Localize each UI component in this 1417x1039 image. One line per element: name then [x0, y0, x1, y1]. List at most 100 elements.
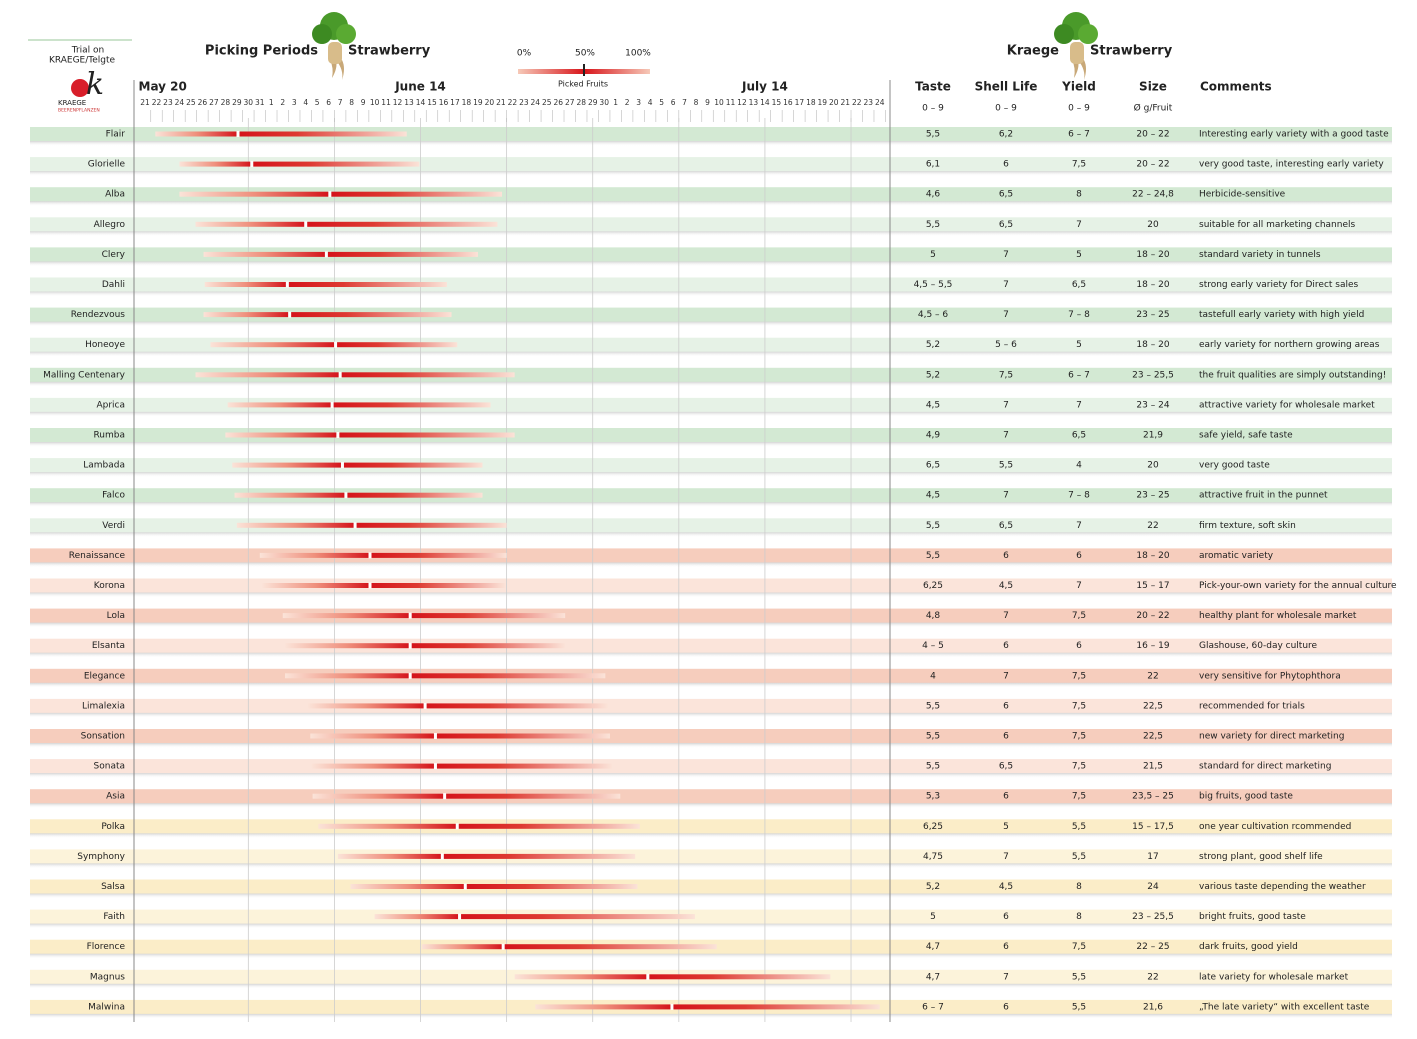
cell-shell-life: 7	[1003, 431, 1009, 441]
column-header: Shell Life	[975, 80, 1038, 94]
variety-name: Elsanta	[92, 641, 125, 651]
variety-name: Verdi	[102, 521, 125, 531]
row-band	[30, 187, 1392, 202]
cell-size: 21,6	[1143, 1002, 1163, 1012]
day-label: 6	[326, 98, 331, 107]
row-shadow	[30, 711, 1392, 718]
row-shadow	[30, 832, 1392, 839]
variety-name: Lola	[107, 611, 125, 621]
variety-name: Alba	[105, 190, 125, 200]
day-label: 10	[714, 98, 724, 107]
column-header: Yield	[1061, 80, 1096, 94]
day-label: 21	[841, 98, 851, 107]
day-label: 5	[659, 98, 664, 107]
day-label: 7	[682, 98, 687, 107]
row-shadow	[30, 320, 1392, 327]
cell-shell-life: 7	[1003, 400, 1009, 410]
cell-yield: 7 – 8	[1068, 310, 1090, 320]
cell-yield: 7,5	[1072, 792, 1086, 802]
variety-name: Malwina	[88, 1002, 125, 1012]
row-shadow	[30, 681, 1392, 688]
trial: Trial on	[71, 46, 104, 56]
half-marker	[344, 492, 348, 499]
row-shadow	[30, 200, 1392, 207]
variety-name: Malling Centenary	[43, 370, 126, 380]
day-label: 4	[303, 98, 308, 107]
day-label: 30	[244, 98, 254, 107]
row-band	[30, 397, 1392, 412]
cell-taste: 4,5	[926, 491, 940, 501]
cell-shell-life: 5 – 6	[995, 340, 1017, 350]
location: KRAEGE/Telgte	[49, 56, 116, 66]
cell-taste: 5,2	[926, 882, 940, 892]
picking-bar	[374, 914, 695, 920]
variety-name: Clery	[102, 250, 126, 260]
cell-shell-life: 7	[1003, 280, 1009, 290]
cell-yield: 8	[1076, 190, 1082, 200]
row-shadow	[30, 260, 1392, 267]
cell-yield: 7,5	[1072, 732, 1086, 742]
cell-size: 18 – 20	[1136, 551, 1169, 561]
cell-yield: 5,5	[1072, 822, 1086, 832]
day-label: 16	[439, 98, 449, 107]
row-band	[30, 307, 1392, 322]
day-label: 11	[726, 98, 736, 107]
cell-shell-life: 7	[1003, 250, 1009, 260]
day-label: 17	[795, 98, 805, 107]
column-scale: 0 – 9	[922, 104, 944, 114]
cell-shell-life: 7,5	[999, 370, 1013, 380]
picking-bar	[350, 884, 638, 889]
picking-bar	[232, 462, 483, 468]
grid	[247, 118, 852, 1022]
picking-bar	[203, 312, 452, 318]
cell-size: 24	[1147, 882, 1159, 892]
cell-yield: 4	[1076, 461, 1082, 471]
variety-name: Glorielle	[88, 160, 126, 170]
comment: standard for direct marketing	[1199, 762, 1331, 772]
cell-shell-life: 5,5	[999, 461, 1013, 471]
day-label: 1	[613, 98, 618, 107]
month-label: July 14	[741, 80, 788, 94]
cell-size: 20	[1147, 220, 1159, 230]
day-label: 22	[152, 98, 162, 107]
comment: standard variety in tunnels	[1199, 250, 1321, 260]
comment: safe yield, safe taste	[1199, 431, 1293, 441]
comment: early variety for northern growing areas	[1199, 340, 1380, 350]
cell-taste: 5,5	[926, 701, 940, 711]
day-label: 21	[140, 98, 150, 107]
row-band	[30, 337, 1392, 352]
cell-yield: 5	[1076, 250, 1082, 260]
row-band	[30, 759, 1392, 774]
day-label: 25	[186, 98, 196, 107]
variety-name: Rendezvous	[71, 310, 126, 320]
row-band	[30, 127, 1392, 141]
day-label: 23	[163, 98, 173, 107]
day-label: 24	[175, 98, 185, 107]
day-label: 1	[269, 98, 274, 107]
cell-taste: 4,5	[926, 400, 940, 410]
variety-name: Falco	[102, 491, 125, 501]
picking-bar	[285, 643, 566, 649]
day-label: 7	[338, 98, 343, 107]
cell-size: 16 – 19	[1136, 641, 1169, 651]
bars	[155, 131, 880, 1010]
cell-yield: 7,5	[1072, 701, 1086, 711]
half-marker	[328, 191, 332, 198]
day-label: 8	[694, 98, 699, 107]
day-label: 29	[588, 98, 598, 107]
cell-size: 22,5	[1143, 701, 1163, 711]
picking-bar	[282, 613, 566, 619]
legend-tick: 50%	[575, 49, 595, 59]
comment: Pick-your-own variety for the annual cul…	[1199, 581, 1397, 591]
picking-bar	[236, 522, 507, 528]
half-marker	[250, 161, 254, 168]
row-band	[30, 698, 1392, 713]
day-label: 15	[427, 98, 437, 107]
comment: big fruits, good taste	[1199, 792, 1293, 802]
day-label: 27	[565, 98, 575, 107]
cell-taste: 5,2	[926, 340, 940, 350]
cell-size: 15 – 17,5	[1132, 822, 1174, 832]
cell-shell-life: 6,5	[999, 762, 1013, 772]
comment: aromatic variety	[1199, 551, 1274, 561]
half-marker	[458, 913, 462, 920]
